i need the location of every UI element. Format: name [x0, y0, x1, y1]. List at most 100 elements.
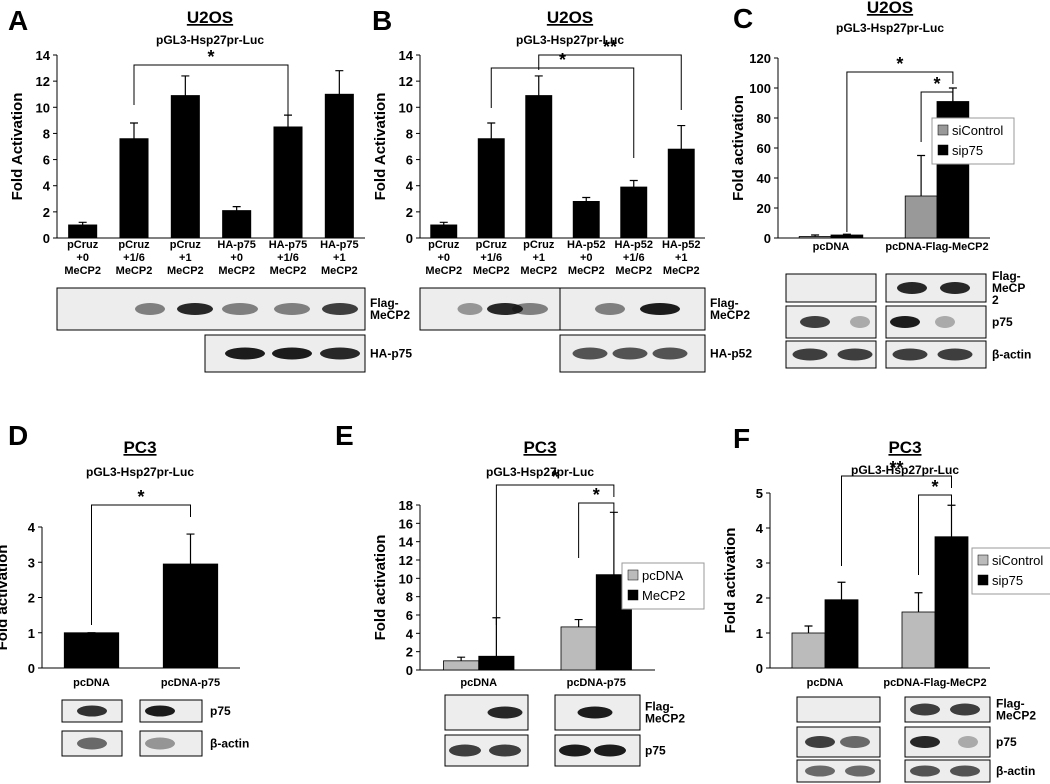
- bar: [68, 224, 98, 239]
- panel: F PC3 pGL3-Hsp27pr-Luc Fold activation 0 1 2 3 4…: [722, 423, 1050, 783]
- error-bar: [232, 206, 241, 211]
- x-tick-label: pCruz +1 MeCP2: [167, 239, 204, 277]
- bracket: [846, 71, 954, 232]
- blot-label: β-actin: [992, 348, 1031, 362]
- panel: D PC3 pGL3-Hsp27pr-Luc Fold activation 0 1 2 3 4…: [0, 420, 249, 757]
- bracket: [538, 54, 682, 110]
- blot-band: [272, 347, 312, 360]
- blot-band: [805, 765, 835, 777]
- error-bar: [917, 154, 926, 196]
- y-tick-label: 2: [756, 591, 763, 606]
- y-axis-label: Fold Activation: [372, 93, 389, 201]
- blot-band: [559, 744, 591, 757]
- blot-label: p75: [996, 735, 1017, 749]
- blot-label: p75: [992, 315, 1013, 329]
- panel-letter: E: [335, 420, 354, 451]
- blot-band: [77, 705, 107, 717]
- bar: [477, 138, 505, 239]
- y-tick-label: 20: [757, 201, 771, 216]
- blot-band: [222, 303, 258, 315]
- blot-label: β-actin: [996, 764, 1035, 778]
- blot-band: [950, 703, 980, 716]
- y-tick-label: 0: [43, 231, 50, 246]
- y-tick-label: 10: [399, 100, 413, 115]
- blot-band: [910, 765, 940, 777]
- legend-swatch: [937, 124, 949, 136]
- blot-band: [225, 347, 265, 360]
- bar: [934, 536, 969, 669]
- legend-label: siControl: [992, 553, 1043, 568]
- bar: [620, 186, 648, 239]
- blot-band: [805, 736, 835, 748]
- panel-letter: B: [372, 5, 392, 36]
- blot-band: [577, 706, 613, 719]
- error-bar: [609, 511, 618, 575]
- y-tick-label: 2: [43, 205, 50, 220]
- y-tick-label: 2: [406, 205, 413, 220]
- blot-frame: [785, 273, 877, 303]
- blot-band: [940, 282, 970, 294]
- blot-band: [449, 744, 481, 757]
- blot-label: Flag-MeCP2: [645, 700, 685, 726]
- y-tick-label: 0: [406, 231, 413, 246]
- blot-label: p75: [210, 704, 231, 718]
- y-axis-label: Fold activation: [372, 535, 389, 641]
- bar: [572, 200, 600, 239]
- y-tick-label: 8: [406, 590, 413, 605]
- error-bar: [582, 196, 591, 202]
- blot-band: [850, 316, 870, 328]
- y-tick-label: 10: [36, 100, 50, 115]
- bracket: [841, 475, 952, 566]
- x-tick-label: pcDNA-Flag-MeCP2: [885, 241, 988, 253]
- blot-frame: [559, 287, 706, 331]
- bracket: [495, 484, 615, 625]
- y-tick-label: 5: [756, 486, 763, 501]
- significance-label: *: [896, 54, 903, 74]
- error-bar: [487, 122, 496, 139]
- significance-label: *: [933, 74, 940, 94]
- x-tick-label: pcDNA-p75: [161, 677, 220, 689]
- chart-subtitle: pGL3-Hsp27pr-Luc: [156, 33, 264, 47]
- bracket: [490, 67, 635, 158]
- y-tick-label: 18: [399, 498, 413, 513]
- bar: [667, 148, 695, 239]
- blot-band: [792, 348, 828, 361]
- blot-band: [77, 737, 107, 750]
- blot-band: [457, 303, 483, 315]
- error-bar: [335, 70, 344, 95]
- panel-letter: C: [733, 3, 753, 34]
- legend-label: MeCP2: [642, 588, 685, 603]
- blot-band: [837, 348, 873, 361]
- y-tick-label: 8: [406, 126, 413, 141]
- chart-subtitle: pGL3-Hsp27pr-Luc: [86, 465, 194, 479]
- y-tick-label: 4: [406, 179, 414, 194]
- x-tick-label: pCruz +1 MeCP2: [520, 239, 557, 277]
- y-tick-label: 120: [749, 51, 771, 66]
- blot-label: p75: [645, 744, 666, 758]
- panel-letter: F: [733, 423, 750, 454]
- bar: [222, 210, 252, 239]
- bar: [791, 632, 826, 669]
- panel: A U2OS pGL3-Hsp27pr-Luc Fold Activation 0 2 4 6…: [8, 5, 412, 373]
- blot-label: Flag-MeCP2: [370, 296, 410, 322]
- y-tick-label: 4: [406, 626, 414, 641]
- legend-label: sip75: [952, 143, 983, 158]
- x-tick-label: pCruz +1/6 MeCP2: [473, 239, 510, 277]
- y-tick-label: 8: [43, 126, 50, 141]
- error-bar: [629, 179, 638, 188]
- bracket: [91, 504, 191, 625]
- legend-label: pcDNA: [642, 568, 684, 583]
- bar: [170, 95, 200, 239]
- bar: [63, 632, 120, 669]
- significance-label: *: [559, 50, 566, 70]
- blot-band: [892, 348, 928, 361]
- x-tick-label: pCruz +0 MeCP2: [64, 239, 101, 277]
- y-tick-label: 1: [756, 626, 763, 641]
- significance-label: *: [137, 487, 144, 507]
- blot-band: [640, 303, 680, 315]
- legend-swatch: [977, 554, 989, 566]
- bar: [830, 234, 864, 239]
- panel: B U2OS pGL3-Hsp27pr-Luc Fold Activation 0 2 4 6…: [372, 5, 752, 373]
- bar: [798, 236, 832, 239]
